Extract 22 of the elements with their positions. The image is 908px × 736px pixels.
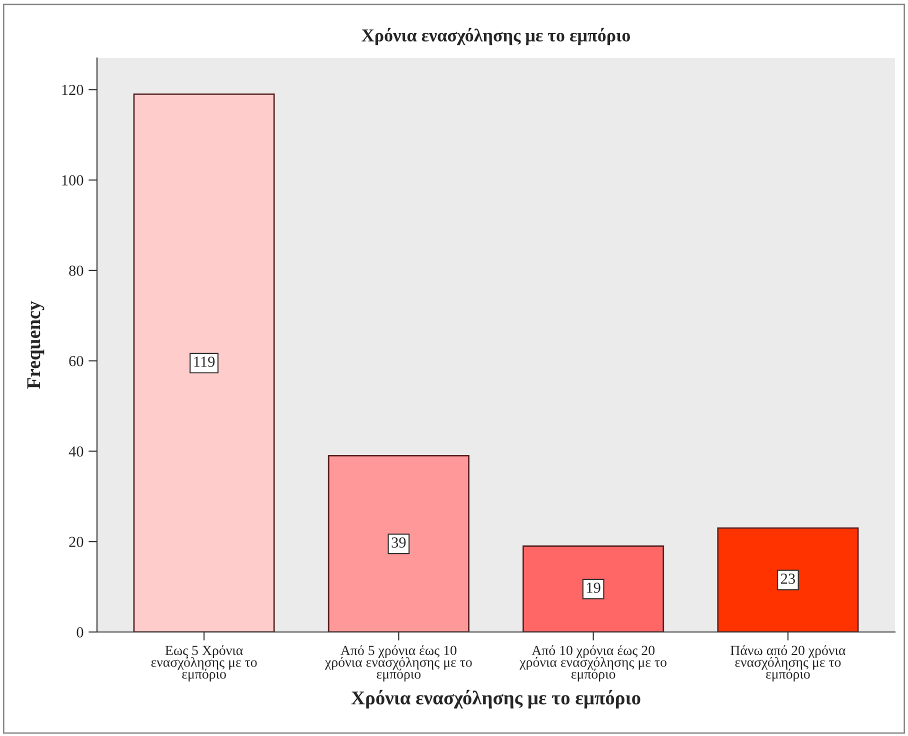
x-tick-label: Πάνω από 20 χρόνια ενασχόλησης με το εμπόριο xyxy=(730,645,846,682)
chart-title: Χρόνια ενασχόλησης με το εμπόριο xyxy=(362,28,630,46)
data-label: 23 xyxy=(780,574,795,584)
y-tick-label: 0 xyxy=(76,627,84,638)
bar xyxy=(133,93,275,632)
x-tick-label: Εως 5 Χρόνια ενασχόλησης με το εμπόριο xyxy=(151,645,257,682)
bar xyxy=(522,545,664,632)
y-tick-label: 60 xyxy=(69,356,84,366)
x-tick-label: Από 5 χρόνια έως 10 χρόνια ενασχόλησης με το εμπόριο xyxy=(324,645,472,682)
y-axis-title: Frequency xyxy=(27,301,44,389)
data-label: 19 xyxy=(587,582,600,593)
y-tick-label: 40 xyxy=(68,446,84,457)
bar xyxy=(328,455,470,632)
y-tick-label: 80 xyxy=(69,266,84,276)
data-label: 39 xyxy=(392,537,406,548)
y-tick-label: 20 xyxy=(69,536,84,548)
y-tick-label: 100 xyxy=(62,175,84,186)
y-tick-label: 120 xyxy=(62,84,84,96)
x-tick-label: Από 10 χρόνια έως 20 χρόνια ενασχόλησης με το εμπόριο xyxy=(520,645,666,682)
bar xyxy=(717,527,859,632)
x-axis-title: Χρόνια ενασχόλησης με το εμπόριο xyxy=(351,690,640,708)
data-label: 119 xyxy=(194,356,215,367)
